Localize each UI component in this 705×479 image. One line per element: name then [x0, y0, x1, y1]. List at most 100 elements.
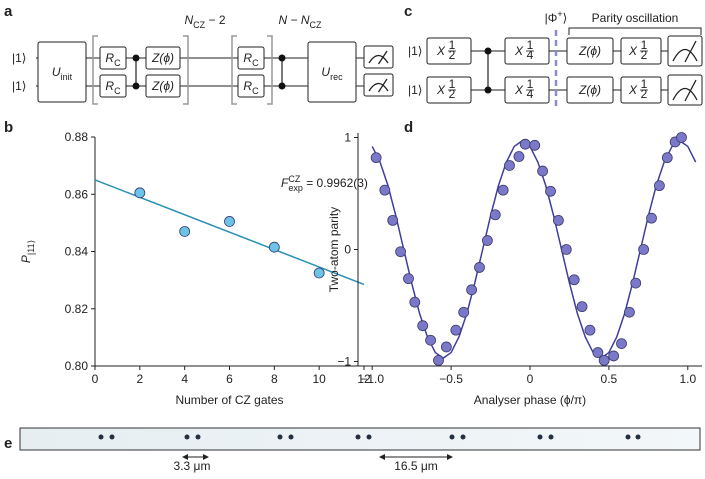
cz-dot: [278, 54, 286, 62]
data-point: [268, 241, 280, 253]
measure-needle: [377, 78, 388, 93]
gate-box: [566, 37, 614, 65]
label-part: R: [105, 51, 114, 65]
panel-label: e: [4, 435, 12, 452]
label: NCZ − 2: [184, 13, 225, 30]
gate-label: X: [628, 83, 638, 97]
data-point: [504, 160, 515, 171]
x-tick-label: 4: [181, 372, 188, 386]
label-part: Z(ϕ): [151, 79, 174, 93]
bracket-label: Parity oscillation: [592, 11, 679, 25]
measure-needle: [684, 79, 697, 102]
x-tick-label: −0.5: [439, 372, 463, 386]
gate-box: [566, 76, 614, 104]
data-point: [313, 267, 325, 279]
y-tick-label: 0.80: [65, 359, 89, 373]
gate-frac: 1: [449, 77, 456, 91]
x-tick-label: 10: [312, 372, 326, 386]
data-point: [616, 338, 627, 349]
label: RC: [243, 51, 259, 68]
label-part: Z(ϕ): [578, 44, 601, 58]
gate-label: X: [514, 44, 524, 58]
gate-frac: 1: [449, 38, 456, 52]
label-part: ⟩: [563, 11, 568, 25]
data-point: [513, 151, 525, 162]
fit-line: [371, 139, 697, 360]
x-tick-label: −1.0: [360, 372, 384, 386]
input-state: |1⟩: [12, 79, 26, 93]
measure-dial: [368, 82, 389, 92]
input-state: |1⟩: [408, 44, 422, 58]
input-state: |1⟩: [408, 83, 422, 97]
data-point: [537, 165, 549, 177]
data-point: [553, 214, 564, 226]
label-part: |Φ: [545, 11, 558, 25]
label-part: C: [252, 86, 259, 96]
scale-label: 16.5 μm: [394, 459, 438, 473]
data-point: [497, 184, 509, 196]
gate-frac: 1: [641, 77, 648, 91]
data-point: [450, 324, 462, 336]
label: FCZ exp = 0.9962(3): [281, 174, 368, 193]
y-tick-label: 1: [344, 130, 351, 144]
data-point: [661, 152, 673, 164]
label-part: = 0.9962(3): [303, 176, 368, 190]
panel-label: a: [4, 3, 13, 20]
gate-frac: 2: [641, 48, 648, 62]
label-part: CZ: [288, 174, 300, 184]
label: RC: [105, 79, 121, 96]
data-point: [179, 226, 191, 237]
label: Z(ϕ): [151, 51, 174, 65]
label-part: C: [114, 58, 121, 68]
data-point: [584, 324, 596, 336]
gate-box: [99, 46, 127, 70]
bracket: [183, 35, 189, 105]
data-point: [598, 354, 610, 366]
cz-dot: [132, 82, 140, 90]
data-point: [379, 184, 391, 196]
label-part: P: [19, 255, 33, 263]
data-point: [481, 235, 493, 246]
label-part: Z(ϕ): [151, 51, 174, 65]
gate-box: [237, 74, 265, 98]
data-point: [646, 212, 657, 224]
atoms: [98, 434, 641, 440]
label-part: R: [105, 79, 114, 93]
y-tick-label: 0.88: [65, 130, 89, 144]
data-point: [440, 341, 452, 353]
gate-box: [99, 74, 127, 98]
cz-dot: [484, 86, 492, 94]
label: Urec: [321, 65, 343, 82]
label: RC: [243, 79, 259, 96]
label-part: C: [114, 86, 121, 96]
gate-box: [145, 46, 181, 70]
measure-box: [363, 45, 394, 69]
data-point: [387, 214, 399, 226]
gate-box: [307, 41, 357, 103]
gate-box: [145, 74, 181, 98]
x-tick-label: 1.0: [679, 372, 696, 386]
label-part: |11⟩: [26, 240, 36, 255]
input-state: |1⟩: [12, 51, 26, 65]
label: |Φ+⟩: [545, 9, 568, 25]
data-point: [576, 301, 588, 313]
data-point: [630, 277, 642, 289]
image-strip: [19, 427, 701, 451]
x-axis-label: Analyser phase (ϕ/π): [474, 393, 586, 407]
x-tick-label: 8: [271, 372, 278, 386]
data-point: [638, 244, 650, 255]
data-point: [608, 350, 620, 362]
gate-label: X: [436, 44, 446, 58]
bracket: [231, 35, 237, 105]
gate-label: X: [514, 83, 524, 97]
data-point: [474, 262, 485, 273]
label-part: R: [243, 79, 252, 93]
gate-frac: 1: [527, 77, 534, 91]
y-tick-label: 0.84: [65, 245, 89, 259]
measure-box: [363, 73, 394, 97]
measure-box: [667, 35, 703, 67]
measure-needle: [684, 40, 697, 63]
data-point: [417, 320, 429, 332]
label: Z(ϕ): [578, 44, 601, 58]
